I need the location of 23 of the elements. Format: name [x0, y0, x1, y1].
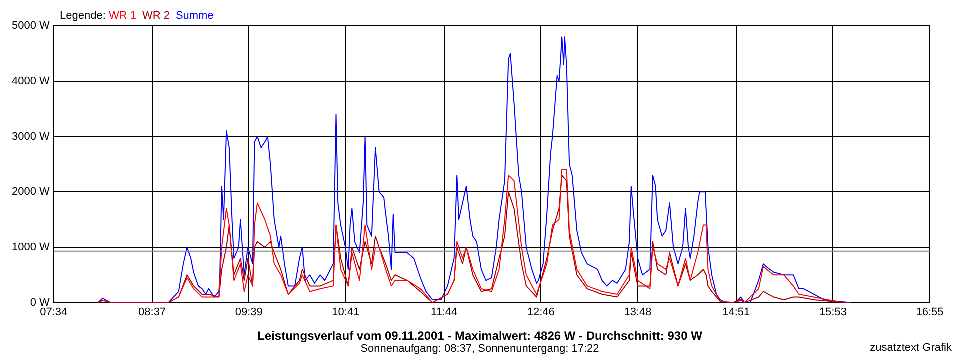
- x-tick-label: 16:55: [916, 306, 944, 318]
- y-tick-label: 3000 W: [12, 130, 51, 143]
- text: WR 2: [142, 10, 170, 22]
- x-tick-label: 15:53: [819, 306, 847, 318]
- text: zusatztext Grafik: [870, 342, 952, 354]
- x-tick-label: 07:34: [40, 306, 68, 318]
- x-tick-label: 14:51: [722, 306, 750, 318]
- x-tick-label: 12:46: [527, 306, 555, 318]
- text: Sonnenaufgang: 08:37, Sonnenuntergang: 17:22: [360, 343, 600, 355]
- y-tick-label: 1000 W: [12, 241, 51, 254]
- text: Summe: [176, 10, 214, 22]
- y-tick-label: 0 W: [30, 296, 51, 309]
- x-tick-label: 08:37: [138, 306, 166, 318]
- text: WR 1: [108, 10, 136, 22]
- y-tick-label: 2000 W: [12, 186, 51, 198]
- text: Leistungsverlauf vom 09.11.2001 - Maximalwert: 4826 W - Durchschnitt: 930 W: [256, 329, 704, 343]
- x-tick-label: 13:48: [624, 306, 652, 318]
- legend-title: Legende:: [60, 10, 107, 22]
- y-tick-label: 4000 W: [12, 75, 51, 88]
- y-tick-label: 5000 W: [12, 20, 51, 32]
- x-tick-label: 11:44: [430, 306, 458, 318]
- x-tick-label: 09:39: [235, 306, 263, 318]
- x-tick-label: 10:41: [332, 306, 360, 318]
